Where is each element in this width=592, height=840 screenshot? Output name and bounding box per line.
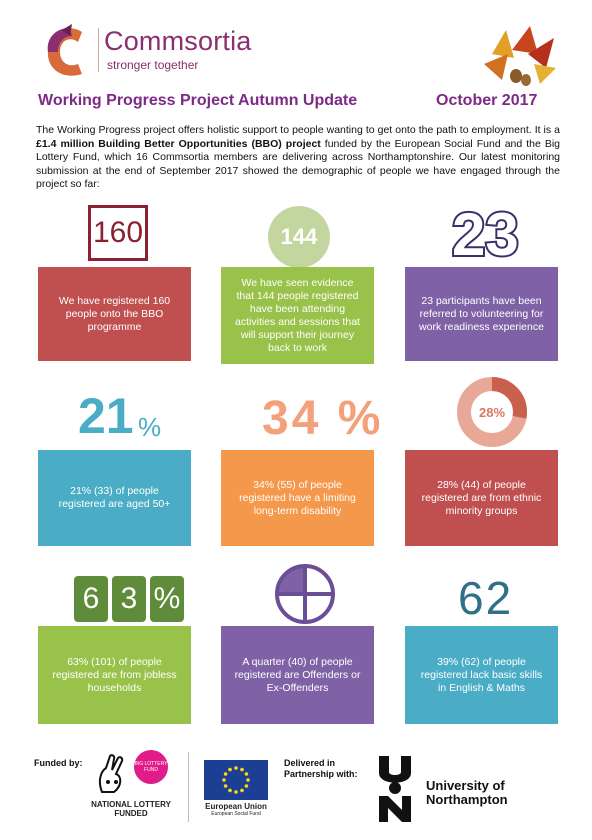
eu-flag-icon (204, 760, 268, 800)
eu-name: European Union (205, 802, 267, 811)
funded-by-label: Funded by: (34, 758, 83, 768)
stat-graphic-62: 62 (458, 572, 514, 624)
stat-graphic-21: 21 (78, 388, 134, 444)
stat-tile-aged-50: 21% (33) of people registered are aged 5… (38, 450, 191, 546)
stat-graphic-144: 144 (268, 206, 330, 268)
intro-text-bold: £1.4 million Building Better Opportuniti… (36, 137, 321, 150)
quarter-circle-icon (275, 564, 335, 624)
brand-divider (98, 28, 99, 72)
brand-name: Commsortia (104, 26, 252, 56)
stat-graphic-34: 34 % (262, 392, 384, 445)
stat-tile-basic-skills: 39% (62) of people registered lack basic… (405, 626, 558, 724)
autumn-leaves-icon (484, 26, 556, 86)
uon-logo-icon (379, 756, 411, 822)
digit-6: 6 (74, 576, 108, 622)
stat-graphic-23: 23 (450, 201, 521, 268)
quarter-wedge (277, 566, 305, 594)
page-title: Working Progress Project Autumn Update (38, 92, 358, 109)
national-lottery-crossed-fingers-icon (98, 754, 124, 793)
digit-percent: % (150, 576, 184, 622)
delivered-label: Delivered in Partnership with: (284, 758, 358, 779)
commsortia-logo-icon (47, 24, 82, 76)
stat-tile-ethnic-minority: 28% (44) of people registered are from e… (405, 450, 558, 546)
stat-tile-offenders: A quarter (40) of people registered are … (221, 626, 374, 724)
stat-tile-volunteering: 23 participants have been referred to vo… (405, 267, 558, 361)
stat-graphic-160: 160 (88, 205, 148, 261)
stat-tile-jobless: 63% (101) of people registered are from … (38, 626, 191, 724)
brand-tagline: stronger together (107, 58, 199, 72)
digit-3: 3 (112, 576, 146, 622)
stat-tile-registered: We have registered 160 people onto the B… (38, 267, 191, 361)
big-lottery-fund-badge: BIG LOTTERY FUND (134, 750, 168, 784)
national-lottery-text: NATIONAL LOTTERY FUNDED (91, 800, 171, 818)
intro-text-1: The Working Progress project offers holi… (36, 124, 560, 136)
footer-divider (188, 752, 189, 822)
donut-arc (457, 377, 527, 447)
university-name: University of Northampton (426, 778, 508, 807)
eu-subtitle: European Social Fund (211, 811, 261, 817)
stat-graphic-21-percent: % (138, 412, 162, 442)
donut-label: 28% (479, 405, 505, 420)
donut-chart-28: 28% (457, 377, 527, 447)
intro-text-2: funded by the European Social Fund and t… (36, 137, 561, 191)
stat-tile-disability: 34% (55) of people registered have a lim… (221, 450, 374, 546)
stat-tile-attending: We have seen evidence that 144 people re… (221, 267, 374, 364)
intro-paragraph: The Working Progress project offers holi… (36, 124, 560, 192)
page-date: October 2017 (436, 92, 538, 109)
stat-graphic-63: 6 3 % (74, 576, 184, 622)
